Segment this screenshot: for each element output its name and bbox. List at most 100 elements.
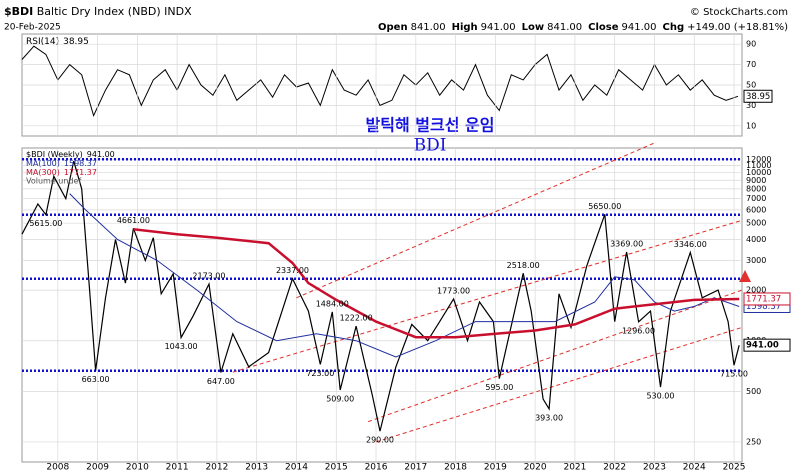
y-tick-label: 250	[746, 437, 761, 446]
x-tick-label: 2010	[126, 463, 149, 473]
legend-name: RSI(14)	[26, 37, 59, 47]
series-line	[69, 193, 740, 358]
x-tick-label: 2014	[285, 463, 308, 473]
y-tick-label: 500	[746, 387, 761, 396]
y-tick-label: 10000	[746, 168, 771, 177]
annotation-subtitle: BDI	[414, 136, 447, 156]
series-line	[133, 228, 740, 339]
x-tick-label: 2023	[643, 463, 666, 473]
last-value-label: 1771.37	[746, 294, 781, 304]
annotation-label: 2173.00	[192, 272, 225, 281]
y-tick-label: 12000	[746, 155, 771, 164]
y-tick-label: 8000	[746, 184, 766, 193]
x-tick-label: 2008	[46, 463, 69, 473]
series-line	[21, 45, 739, 118]
last-value-label: 1598.37	[746, 302, 781, 312]
quote-label: Close	[588, 22, 619, 33]
legend-name: $BDI (Weekly)	[26, 150, 83, 159]
annotation-label: 1222.00	[340, 314, 373, 323]
x-tick-label: 2025	[723, 463, 746, 473]
quote-label: Chg	[663, 22, 685, 33]
x-tick-label: 2016	[365, 463, 388, 473]
annotation-label: 1043.00	[165, 342, 198, 351]
last-value-box	[743, 89, 773, 103]
annotation-label: 2337.00	[276, 266, 309, 275]
quote-value: 841.00	[411, 22, 446, 33]
annotation-label: 715.00	[720, 370, 748, 379]
y-tick-label: 9000	[746, 176, 766, 185]
x-tick-label: 2017	[404, 463, 427, 473]
x-tick-label: 2021	[563, 463, 586, 473]
trendline	[232, 219, 743, 373]
annotation-label: 1773.00	[437, 286, 470, 295]
quote: Open 841.00 High 941.00 Low 841.00 Close 941.00…	[378, 22, 788, 33]
y-tick-label: 2000	[746, 286, 766, 295]
annotation-label: 2518.00	[507, 261, 540, 270]
x-tick-label: 2011	[166, 463, 189, 473]
date: 20-Feb-2025	[4, 23, 61, 33]
symbol: $BDI	[4, 5, 33, 18]
y-tick-label: 7000	[746, 194, 766, 203]
legend-entry: MA(100) 1598.37	[26, 159, 97, 168]
last-value-label: 941.00	[746, 341, 779, 351]
legend-name: MA(100)	[26, 159, 60, 168]
index-name: Baltic Dry Index (NBD) INDX	[37, 5, 192, 18]
series-line	[21, 160, 740, 432]
annotation-label: 509.00	[326, 395, 354, 404]
y-tick-label: 10	[746, 121, 756, 130]
y-tick-label: 50	[746, 81, 756, 90]
trendline	[367, 289, 743, 423]
annotation-label: 663.00	[82, 375, 110, 384]
header-title: $BDI Baltic Dry Index (NBD) INDX	[4, 5, 192, 18]
annotation-label: 3369.00	[610, 240, 643, 249]
annotation-label: 1484.00	[316, 299, 349, 308]
source: © StockCharts.com	[690, 7, 788, 18]
x-tick-label: 2013	[245, 463, 268, 473]
y-tick-label: 6000	[746, 205, 766, 214]
legend-value: 38.95	[63, 37, 89, 47]
legend-name: MA(300)	[26, 168, 60, 177]
x-tick-label: 2012	[205, 463, 228, 473]
last-value-box	[743, 292, 791, 306]
legend-value: 1771.37	[64, 168, 97, 177]
legend-value: 941.00	[87, 150, 115, 159]
x-tick-label: 2015	[325, 463, 348, 473]
annotation-label: 1296.00	[622, 326, 655, 335]
x-tick-label: 2020	[524, 463, 547, 473]
y-tick-label: 11000	[746, 161, 771, 170]
quote-label: Open	[378, 22, 408, 33]
x-tick-label: 2018	[444, 463, 467, 473]
y-tick-label: 30	[746, 101, 756, 110]
annotation-label: 5650.00	[588, 202, 621, 211]
quote-value: 941.00	[622, 22, 657, 33]
legend-entry: MA(300) 1771.37	[26, 168, 97, 177]
annotation-label: 4661.00	[117, 216, 150, 225]
legend-entry: RSI(14) 38.95	[26, 37, 89, 47]
annotation-label: 647.00	[207, 377, 235, 386]
last-value-label: 38.95	[746, 92, 770, 102]
quote-label: High	[452, 22, 478, 33]
y-tick-label: 4000	[746, 235, 766, 244]
price-panel	[21, 147, 743, 463]
annotation-label: 723.00	[306, 369, 334, 378]
y-tick-label: 5000	[746, 219, 766, 228]
annotation-label: 530.00	[646, 392, 674, 401]
quote-value: 941.00	[481, 22, 516, 33]
quote-value: 841.00	[547, 22, 582, 33]
x-tick-label: 2024	[683, 463, 706, 473]
quote-label: Low	[522, 22, 544, 33]
last-value-box	[743, 338, 791, 352]
annotation-label: 595.00	[485, 383, 513, 392]
up-arrow	[739, 270, 751, 282]
y-tick-label: 90	[746, 40, 756, 49]
annotation-label: 5615.00	[29, 219, 62, 228]
annotation-label: 3346.00	[674, 240, 707, 249]
annotation-label: 393.00	[535, 413, 563, 422]
legend-entry: $BDI (Weekly) 941.00	[26, 150, 115, 159]
legend-note: Volume undef	[26, 177, 81, 186]
x-tick-label: 2019	[484, 463, 507, 473]
trendline	[375, 326, 743, 443]
